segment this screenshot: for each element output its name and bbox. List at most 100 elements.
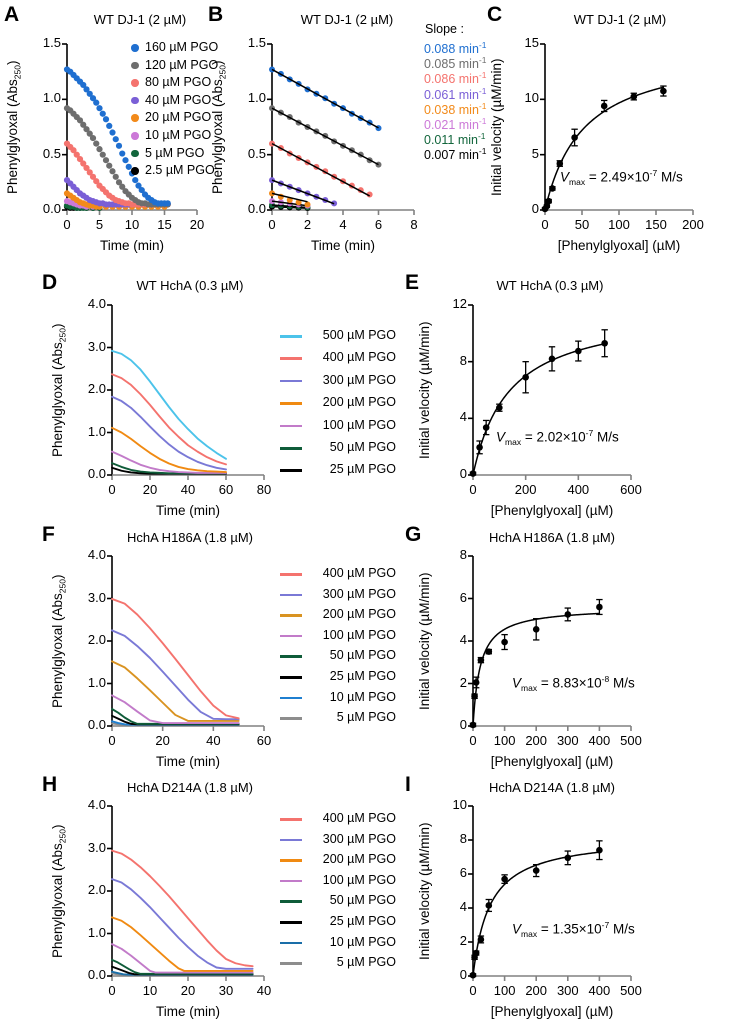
- panel-f-series-line: [111, 694, 240, 724]
- panel-h-ytick-2: 2.0: [87, 882, 106, 897]
- panel-h-legend-item: 50 µM PGO: [280, 893, 400, 914]
- panel-h-xtick-0: 0: [108, 983, 116, 998]
- panel-e-y-axis-title: Initial velocity (µM/min): [417, 321, 432, 459]
- panel-a-xtick-2: 10: [124, 217, 140, 232]
- panel-b-plot: [267, 43, 415, 215]
- legend-dot-icon: [131, 149, 139, 158]
- panel-b-slope-item: 0.038 min-1: [424, 100, 487, 117]
- legend-line-icon: [280, 424, 302, 428]
- panel-b-xtick-1: 2: [303, 217, 312, 232]
- panel-h-series-line: [111, 849, 254, 968]
- panel-b-xtick-0: 0: [268, 217, 276, 232]
- panel-c-xtick-2: 100: [608, 217, 630, 232]
- panel-i-panel-letter: I: [405, 773, 411, 796]
- panel-d-legend-item: 25 µM PGO: [280, 462, 400, 484]
- panel-b-slope-item: 0.085 min-1: [424, 55, 487, 72]
- panel-d-ytick-3: 3.0: [87, 338, 106, 354]
- legend-line-icon: [280, 859, 302, 862]
- panel-d-panel-letter: D: [42, 271, 58, 294]
- legend-label: 300 µM PGO: [322, 372, 396, 387]
- panel-f-ytick-0: 0.0: [87, 717, 106, 732]
- panel-b-ytick-1: 0.5: [247, 145, 266, 161]
- panel-i-x-axis-title: [Phenylglyoxal] (µM): [490, 1004, 614, 1019]
- legend-line-icon: [280, 941, 302, 945]
- legend-label: 400 µM PGO: [322, 811, 396, 825]
- panel-h-series-line: [111, 958, 254, 975]
- legend-label: 120 µM PGO: [145, 57, 219, 72]
- legend-label: 25 µM PGO: [329, 462, 396, 477]
- panel-h-legend-item: 300 µM PGO: [280, 832, 400, 853]
- panel-f-series-line: [111, 597, 240, 720]
- panel-g-ytick-1: 2: [459, 674, 467, 690]
- legend-label: 400 µM PGO: [322, 350, 396, 365]
- panel-c-ytick-3: 15: [524, 35, 539, 50]
- panel-e-panel-title: WT HchA (0.3 µM): [496, 278, 604, 293]
- panel-d-xtick-2: 40: [180, 482, 196, 497]
- panel-c-vmax-annotation: Vmax = 2.49×10-7 M/s: [560, 168, 683, 188]
- panel-h-panel-title: HchA D214A (1.8 µM): [127, 780, 253, 795]
- panel-f-x-axis-title: Time (min): [156, 754, 220, 769]
- panel-e-xtick-3: 600: [620, 482, 642, 497]
- panel-f-legend-item: 5 µM PGO: [280, 710, 400, 731]
- panel-i-xtick-0: 0: [469, 983, 477, 998]
- panel-a-ytick-2: 1.0: [42, 90, 61, 106]
- panel-f-legend-item: 10 µM PGO: [280, 690, 400, 711]
- panel-h-xtick-2: 20: [180, 983, 196, 998]
- panel-d-legend-item: 50 µM PGO: [280, 440, 400, 462]
- panel-h-series-line: [111, 878, 254, 970]
- panel-c-xtick-4: 200: [682, 217, 704, 232]
- panel-b-slope-item: 0.007 min-1: [424, 146, 487, 163]
- legend-label: 80 µM PGO: [145, 75, 212, 90]
- panel-f-xtick-0: 0: [108, 733, 116, 748]
- panel-b-ytick-3: 1.5: [247, 35, 266, 50]
- panel-g-xtick-3: 300: [556, 733, 579, 748]
- legend-line-icon: [280, 921, 302, 924]
- panel-i-xtick-5: 500: [620, 983, 642, 998]
- legend-line-icon: [280, 573, 302, 576]
- panel-d-xtick-3: 60: [218, 482, 234, 497]
- legend-label: 20 µM PGO: [145, 110, 212, 125]
- panel-e-plot: [468, 304, 632, 480]
- panel-b-slope-item: 0.011 min-1: [424, 131, 486, 148]
- panel-b-ytick-2: 1.0: [247, 90, 266, 106]
- panel-b-slope-item: 0.061 min-1: [424, 85, 487, 102]
- panel-g-panel-letter: G: [405, 523, 422, 546]
- panel-a-ytick-3: 1.5: [42, 35, 61, 50]
- panel-a-panel-letter: A: [4, 3, 20, 26]
- panel-i-xtick-3: 300: [556, 983, 579, 998]
- panel-f-xtick-2: 40: [206, 733, 221, 748]
- panel-d-series-line: [111, 450, 227, 474]
- panel-h-legend-item: 200 µM PGO: [280, 852, 400, 873]
- legend-label: 5 µM PGO: [145, 145, 205, 160]
- panel-d-series-line: [111, 426, 227, 473]
- legend-label: 100 µM PGO: [322, 872, 396, 887]
- panel-e-panel-letter: E: [405, 271, 420, 294]
- panel-b-series: [269, 66, 382, 132]
- legend-line-icon: [280, 879, 302, 883]
- panel-i-vmax-annotation: Vmax = 1.35×10-7 M/s: [512, 920, 635, 940]
- panel-i-ytick-1: 2: [459, 933, 467, 948]
- panel-b-x-axis-title: Time (min): [311, 238, 375, 253]
- panel-a-ytick-0: 0.0: [42, 201, 61, 216]
- legend-dot-icon: [131, 96, 139, 105]
- panel-b-xtick-4: 8: [410, 217, 418, 232]
- panel-c-ytick-0: 0: [531, 201, 539, 216]
- panel-h-ytick-1: 1.0: [87, 924, 106, 940]
- panel-e-vmax-annotation: Vmax = 2.02×10-7 M/s: [496, 428, 619, 448]
- legend-label: 25 µM PGO: [329, 669, 396, 683]
- panel-i-y-axis-title: Initial velocity (µM/min): [417, 822, 432, 960]
- legend-line-icon: [280, 900, 302, 903]
- legend-label: 10 µM PGO: [145, 128, 212, 142]
- panel-i-panel-title: HchA D214A (1.8 µM): [489, 780, 615, 795]
- panel-c-plot: [540, 43, 694, 215]
- legend-dot-icon: [131, 61, 139, 70]
- panel-i-ytick-5: 10: [452, 797, 467, 812]
- panel-h-y-axis-title: Phenylglyoxal (Abs250): [50, 824, 68, 959]
- panel-a-panel-title: WT DJ-1 (2 µM): [93, 12, 187, 27]
- panel-f-xtick-1: 20: [155, 733, 170, 748]
- panel-g-ytick-3: 6: [459, 589, 467, 605]
- panel-g-xtick-1: 100: [493, 733, 516, 748]
- panel-d-x-axis-title: Time (min): [156, 503, 220, 518]
- legend-line-icon: [280, 962, 302, 965]
- panel-h-xtick-4: 40: [256, 983, 272, 998]
